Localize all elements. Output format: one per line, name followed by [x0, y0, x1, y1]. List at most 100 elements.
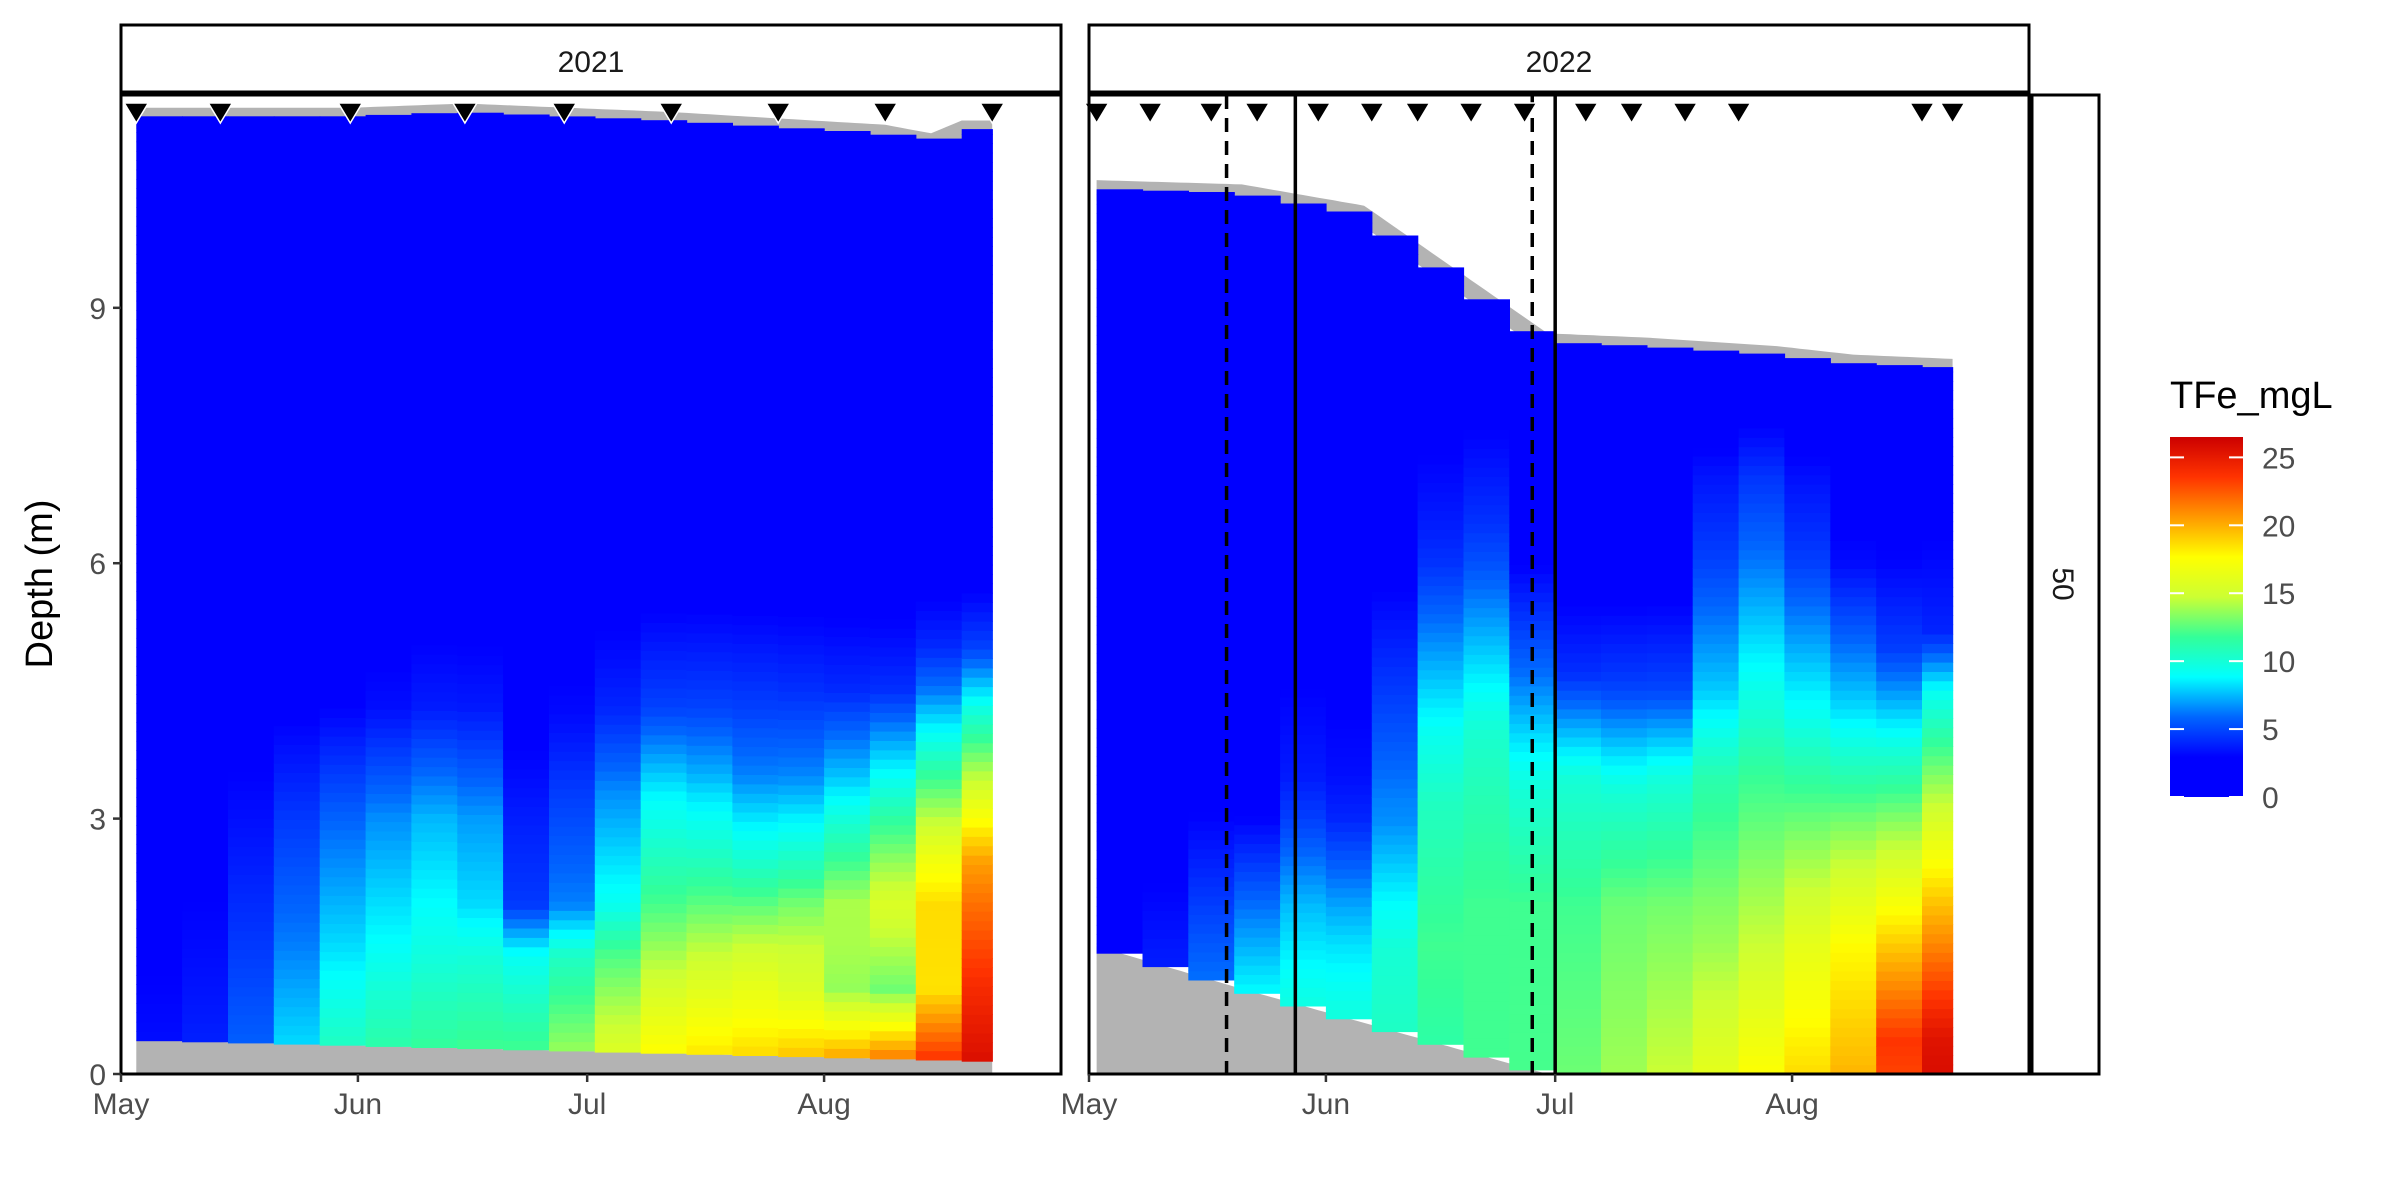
heat-cell — [1784, 371, 1831, 382]
heat-cell — [1646, 886, 1694, 897]
heat-cell — [640, 210, 688, 221]
heat-cell — [961, 770, 993, 781]
heat-cell — [1280, 481, 1327, 492]
heat-cell — [1784, 1064, 1831, 1075]
heat-cell — [869, 300, 917, 311]
heat-cell — [732, 427, 779, 438]
heat-cell — [1601, 905, 1648, 916]
heat-cell — [594, 143, 642, 154]
heat-cell — [1417, 332, 1465, 343]
heat-cell — [915, 1050, 963, 1061]
heat-cell — [1371, 291, 1419, 302]
heat-cell — [778, 522, 825, 533]
heat-cell — [686, 820, 733, 831]
heat-cell — [1692, 633, 1740, 644]
heat-cell — [182, 620, 229, 631]
heat-cell — [1463, 299, 1510, 309]
heat-cell — [824, 907, 871, 918]
heat-cell — [1325, 447, 1373, 458]
heat-cell — [1509, 957, 1556, 968]
heat-cell — [182, 339, 229, 350]
heat-cell — [273, 753, 321, 764]
heat-cell — [1692, 409, 1740, 420]
heat-cell — [1096, 409, 1144, 420]
heat-cell — [319, 633, 367, 643]
heat-cell — [1096, 335, 1144, 345]
heat-cell — [1646, 1055, 1694, 1066]
heat-cell — [869, 702, 917, 713]
heat-cell — [1922, 924, 1954, 935]
heat-cell — [319, 895, 367, 906]
heat-cell — [549, 638, 596, 649]
heat-cell — [503, 572, 550, 583]
heat-cell — [1188, 483, 1235, 494]
heat-cell — [686, 969, 733, 980]
heat-cell — [1325, 307, 1373, 317]
heat-cell — [182, 863, 229, 874]
heat-cell — [1509, 545, 1556, 556]
heat-cell — [319, 333, 367, 344]
heat-cell — [1417, 969, 1465, 980]
heat-cell — [1555, 502, 1602, 513]
heat-cell — [1646, 961, 1694, 972]
heat-cell — [1280, 462, 1327, 473]
heat-cell — [1738, 521, 1786, 532]
heat-cell — [1876, 980, 1923, 991]
heat-cell — [686, 314, 733, 325]
heat-cell — [824, 926, 871, 937]
heat-cell — [778, 410, 825, 421]
heat-cell — [182, 142, 229, 153]
heat-cell — [1784, 942, 1831, 953]
heat-cell — [915, 797, 963, 808]
heat-cell — [594, 171, 642, 182]
heat-cell — [778, 981, 825, 992]
heat-cell — [778, 223, 825, 234]
heat-cell — [1876, 587, 1923, 598]
heat-cell — [319, 848, 367, 859]
heat-cell — [1188, 361, 1235, 372]
heat-cell — [961, 742, 993, 753]
heat-cell — [640, 406, 688, 417]
heat-cell — [228, 705, 275, 716]
plot-border-2021 — [119, 93, 1063, 1076]
heat-cell — [1096, 260, 1144, 271]
heat-cell — [1830, 456, 1877, 466]
heat-cell — [365, 868, 413, 879]
heat-cell — [1646, 811, 1694, 822]
heat-cell — [136, 1021, 183, 1032]
heat-cell — [1371, 413, 1419, 424]
heat-cell — [411, 925, 458, 936]
heat-cell — [778, 560, 825, 571]
heat-cell — [549, 236, 596, 247]
heat-cell — [136, 787, 183, 798]
heat-cell — [1555, 605, 1602, 616]
heat-cell — [1188, 867, 1235, 878]
heat-cell — [1738, 961, 1786, 972]
heat-cell — [503, 815, 550, 826]
heat-cell — [732, 530, 779, 541]
heat-cell — [1692, 699, 1740, 710]
heat-cell — [1784, 652, 1831, 663]
heat-cell — [824, 598, 871, 609]
heat-cell — [1646, 839, 1694, 850]
heat-cell — [1096, 615, 1144, 626]
heat-cell — [961, 414, 993, 425]
heat-cell — [1922, 549, 1954, 560]
heat-cell — [1417, 276, 1465, 287]
heat-cell — [457, 514, 504, 525]
heat-cell — [1509, 657, 1556, 668]
heat-cell — [1371, 881, 1419, 892]
heat-cell — [1325, 850, 1373, 861]
heat-cell — [1830, 783, 1877, 794]
heat-cell — [1280, 284, 1327, 295]
heat-cell — [1692, 530, 1740, 541]
heat-cell — [228, 480, 275, 491]
heat-cell — [1738, 886, 1786, 897]
heat-cell — [1646, 942, 1694, 953]
heat-cell — [273, 351, 321, 361]
heat-cell — [365, 1018, 413, 1029]
heat-cell — [686, 155, 733, 166]
heat-cell — [961, 321, 993, 332]
heat-cell — [732, 1008, 779, 1019]
